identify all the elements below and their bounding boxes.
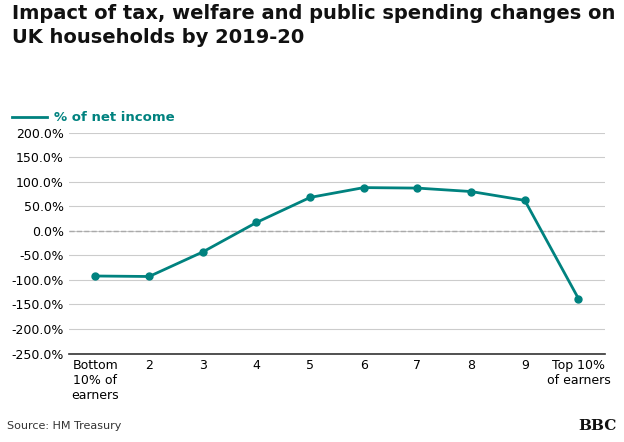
Text: Impact of tax, welfare and public spending changes on
UK households by 2019-20: Impact of tax, welfare and public spendi… bbox=[12, 4, 616, 47]
Text: % of net income: % of net income bbox=[54, 110, 175, 124]
Text: Source: HM Treasury: Source: HM Treasury bbox=[7, 421, 122, 431]
Text: BBC: BBC bbox=[578, 419, 617, 433]
